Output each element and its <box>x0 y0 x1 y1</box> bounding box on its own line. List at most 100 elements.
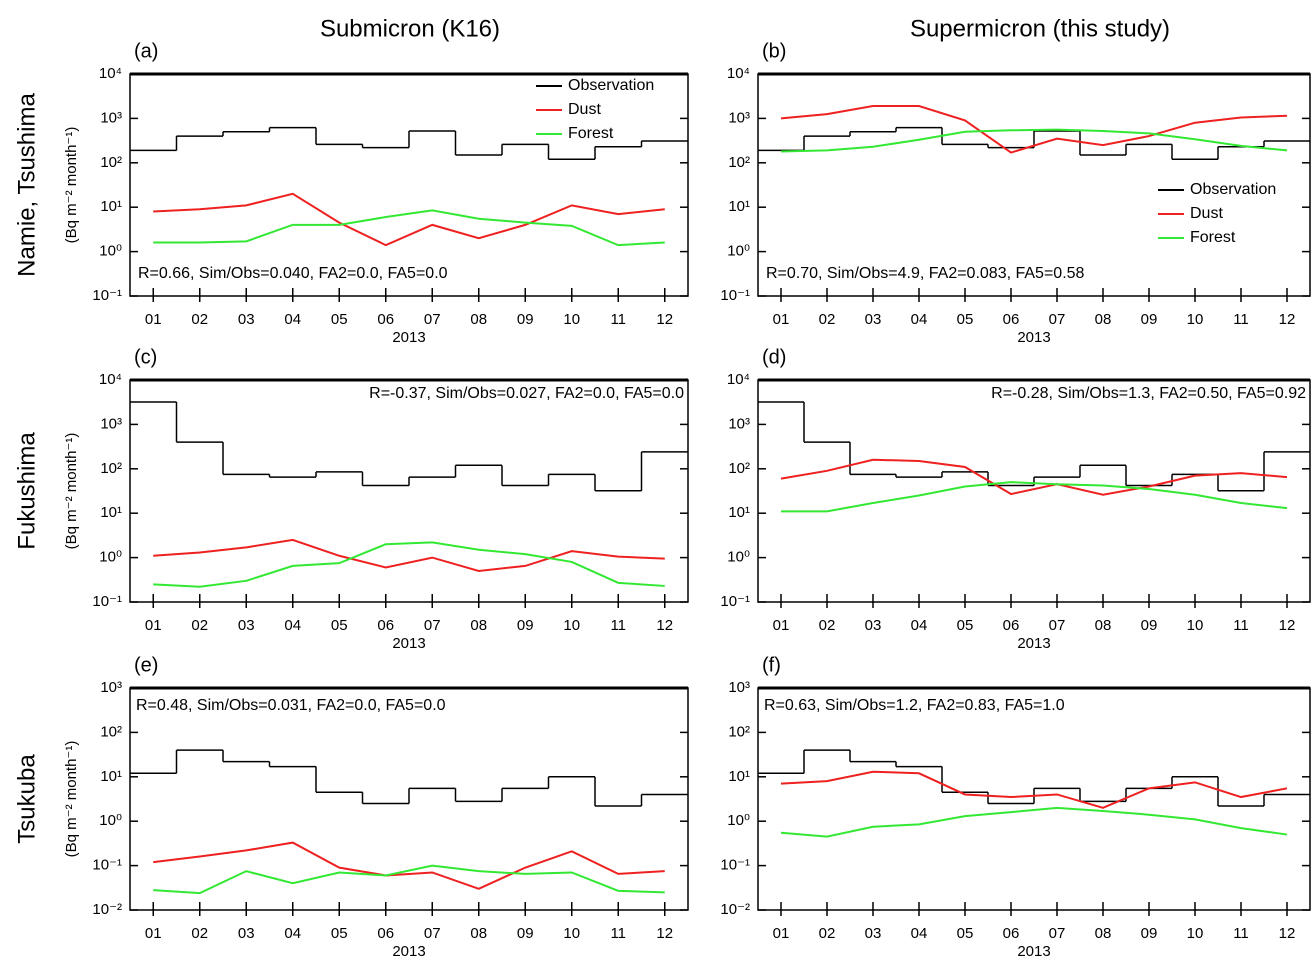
column-title: Submicron (K16) <box>320 15 500 42</box>
y-tick-label: 10⁰ <box>727 812 750 829</box>
x-tick-label: 07 <box>1049 925 1066 942</box>
y-tick-label: 10³ <box>100 109 122 126</box>
x-tick-label: 03 <box>865 617 882 634</box>
x-tick-label: 04 <box>911 925 928 942</box>
x-tick-label: 03 <box>238 617 255 634</box>
y-tick-label: 10⁴ <box>727 371 750 388</box>
y-tick-label: 10⁻¹ <box>92 857 122 874</box>
x-tick-label: 07 <box>1049 311 1066 328</box>
row-label: Namie, Tsushima <box>13 93 40 277</box>
x-tick-label: 05 <box>957 311 974 328</box>
x-axis-label: 2013 <box>1017 943 1050 960</box>
annotation: R=0.63, Sim/Obs=1.2, FA2=0.83, FA5=1.0 <box>764 697 1065 714</box>
x-tick-label: 04 <box>284 925 301 942</box>
legend-label: Dust <box>1190 205 1223 222</box>
panel-label: (d) <box>762 346 786 368</box>
series-line <box>780 806 1288 838</box>
y-tick-label: 10⁴ <box>727 65 750 82</box>
series-line <box>153 538 665 572</box>
y-tick-label: 10² <box>728 723 750 740</box>
x-tick-label: 09 <box>517 311 534 328</box>
y-tick-label: 10³ <box>728 109 750 126</box>
x-tick-label: 08 <box>470 925 487 942</box>
series-line <box>780 128 1288 153</box>
legend-label: Forest <box>568 125 614 142</box>
x-tick-label: 09 <box>1141 617 1158 634</box>
plot-frame <box>129 73 689 297</box>
y-tick-label: 10⁻¹ <box>92 593 122 610</box>
y-tick-label: 10⁴ <box>99 371 122 388</box>
x-tick-label: 01 <box>145 925 162 942</box>
y-tick-label: 10⁻¹ <box>720 857 750 874</box>
x-tick-label: 06 <box>1003 311 1020 328</box>
x-tick-label: 02 <box>819 311 836 328</box>
x-tick-label: 10 <box>1187 617 1204 634</box>
x-tick-label: 03 <box>238 311 255 328</box>
y-tick-label: 10⁻² <box>720 901 750 918</box>
x-tick-label: 01 <box>145 617 162 634</box>
x-tick-label: 06 <box>1003 617 1020 634</box>
x-tick-label: 12 <box>656 311 673 328</box>
x-tick-label: 02 <box>819 617 836 634</box>
annotation: R=0.48, Sim/Obs=0.031, FA2=0.0, FA5=0.0 <box>136 697 446 714</box>
series-line <box>780 458 1288 496</box>
y-tick-label: 10⁰ <box>99 549 122 566</box>
x-tick-label: 02 <box>191 617 208 634</box>
x-tick-label: 08 <box>470 617 487 634</box>
x-tick-label: 02 <box>819 925 836 942</box>
legend-label: Dust <box>568 101 601 118</box>
y-tick-label: 10³ <box>100 679 122 696</box>
series-line <box>153 841 665 890</box>
y-tick-label: 10¹ <box>728 504 750 521</box>
series-line <box>153 192 665 247</box>
x-tick-label: 01 <box>773 925 790 942</box>
x-tick-label: 05 <box>957 925 974 942</box>
x-tick-label: 08 <box>470 311 487 328</box>
x-axis-label: 2013 <box>1017 635 1050 652</box>
x-tick-label: 05 <box>957 617 974 634</box>
x-tick-label: 04 <box>911 617 928 634</box>
x-tick-label: 11 <box>610 617 626 634</box>
column-title: Supermicron (this study) <box>910 15 1170 42</box>
x-tick-label: 05 <box>331 617 348 634</box>
y-tick-label: 10¹ <box>100 198 122 215</box>
x-tick-label: 07 <box>1049 617 1066 634</box>
x-tick-label: 08 <box>1095 925 1112 942</box>
y-tick-label: 10³ <box>728 415 750 432</box>
x-tick-label: 10 <box>563 617 580 634</box>
x-tick-label: 10 <box>1187 311 1204 328</box>
row-label: Fukushima <box>13 432 40 550</box>
x-tick-label: 10 <box>1187 925 1204 942</box>
y-tick-label: 10² <box>728 460 750 477</box>
y-axis-label: (Bq m⁻² month⁻¹) <box>63 127 80 244</box>
x-tick-label: 04 <box>284 311 301 328</box>
x-axis-label: 2013 <box>392 635 425 652</box>
x-tick-label: 11 <box>610 925 626 942</box>
panel-label: (a) <box>134 40 158 62</box>
x-tick-label: 10 <box>563 925 580 942</box>
x-tick-label: 02 <box>191 925 208 942</box>
x-tick-label: 01 <box>773 311 790 328</box>
y-tick-label: 10⁰ <box>727 243 750 260</box>
x-axis-label: 2013 <box>1017 329 1050 346</box>
x-tick-label: 12 <box>1279 617 1296 634</box>
x-tick-label: 01 <box>773 617 790 634</box>
x-tick-label: 12 <box>656 617 673 634</box>
y-tick-label: 10³ <box>100 415 122 432</box>
legend-label: Observation <box>568 77 654 94</box>
x-tick-label: 05 <box>331 311 348 328</box>
panel-label: (e) <box>134 654 158 676</box>
series-line <box>153 209 665 247</box>
x-tick-label: 02 <box>191 311 208 328</box>
x-tick-label: 03 <box>865 925 882 942</box>
x-tick-label: 07 <box>424 311 441 328</box>
x-tick-label: 06 <box>377 311 394 328</box>
x-tick-label: 01 <box>145 311 162 328</box>
x-tick-label: 07 <box>424 925 441 942</box>
y-tick-label: 10³ <box>728 679 750 696</box>
annotation: R=0.66, Sim/Obs=0.040, FA2=0.0, FA5=0.0 <box>138 265 448 282</box>
y-tick-label: 10⁰ <box>727 549 750 566</box>
x-tick-label: 09 <box>517 925 534 942</box>
